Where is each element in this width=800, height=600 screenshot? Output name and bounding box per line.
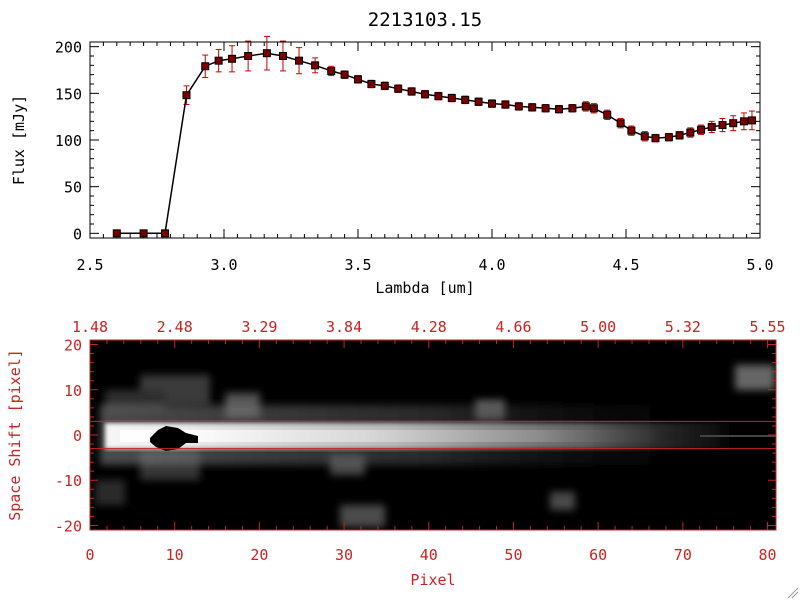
pixel-tick-label: 60	[589, 546, 607, 564]
data-point	[555, 105, 563, 114]
y-tick-label: 50	[64, 179, 82, 197]
data-point	[295, 56, 304, 65]
shift-tick-label: -10	[55, 472, 82, 490]
data-point	[541, 104, 550, 113]
shift-tick-label: 10	[64, 382, 82, 400]
data-point	[262, 49, 271, 58]
data-point	[447, 94, 456, 102]
data-point	[214, 56, 223, 65]
chart-title: 2213103.15	[368, 9, 482, 31]
spectrum-plot-frame	[89, 41, 761, 239]
data-point	[394, 84, 403, 93]
data-point	[739, 117, 748, 126]
spectrum-plot-area: 2.5 3.0 3.5 4.0 4.5 5.0 0 50 100 150 200	[55, 35, 774, 274]
wavelength-tick-label: 1.48	[72, 318, 108, 336]
data-point	[488, 99, 496, 108]
wavelength-tick-label: 3.29	[241, 318, 277, 336]
shift-tick-label: 0	[73, 427, 82, 445]
shift-tick-label: -20	[55, 517, 82, 535]
data-point	[367, 80, 376, 88]
data-point	[514, 102, 523, 111]
pixel-tick-label: 30	[335, 546, 353, 564]
space-shift-axis-label: Space Shift [pixel]	[6, 349, 24, 521]
wavelength-tick-label: 4.66	[495, 318, 531, 336]
space-shift-axis-ticks: 20 10 0 -10 -20	[55, 337, 776, 535]
resize-grip-icon[interactable]	[787, 587, 799, 599]
wavelength-tick-label: 2.48	[157, 318, 193, 336]
data-point	[244, 52, 253, 60]
data-point	[568, 104, 577, 113]
data-point	[581, 102, 590, 111]
extraction-band	[90, 420, 776, 450]
y-tick-label: 200	[55, 39, 82, 57]
data-point	[528, 103, 537, 112]
wavelength-tick-label: 4.28	[411, 318, 447, 336]
data-point	[201, 62, 210, 71]
x-tick-label: 5.0	[746, 256, 773, 274]
data-point	[278, 52, 287, 60]
data-point	[729, 119, 738, 128]
data-point	[340, 70, 349, 79]
data-point	[354, 75, 362, 84]
data-point	[380, 81, 389, 90]
data-point	[747, 116, 756, 125]
data-point	[640, 132, 649, 141]
data-point	[603, 110, 612, 119]
data-point	[589, 104, 598, 113]
data-point	[461, 95, 470, 104]
wavelength-tick-label: 3.84	[326, 318, 362, 336]
y-tick-label: 0	[73, 225, 82, 243]
data-point	[311, 61, 320, 70]
flux-line	[116, 52, 753, 235]
wavelength-tick-label: 5.55	[749, 318, 785, 336]
y-tick-label: 100	[55, 132, 82, 150]
x-tick-label: 4.5	[612, 256, 639, 274]
x-axis-label: Lambda [um]	[375, 279, 474, 297]
x-axis-ticks: 2.5 3.0 3.5 4.0 4.5 5.0	[76, 42, 774, 274]
data-point	[228, 54, 237, 63]
data-point	[664, 133, 673, 142]
x-tick-label: 4.0	[478, 256, 505, 274]
y-axis-ticks: 0 50 100 150 200	[55, 39, 760, 243]
data-point	[707, 122, 716, 131]
wavelength-tick-label: 5.32	[665, 318, 701, 336]
pixel-axis-label: Pixel	[410, 571, 455, 589]
pixel-tick-label: 20	[250, 546, 268, 564]
data-point	[616, 119, 625, 128]
data-point	[421, 90, 429, 99]
pixel-tick-label: 10	[166, 546, 184, 564]
data-point	[627, 126, 636, 135]
wavelength-top-axis-ticks: 1.48 2.48 3.29 3.84 4.28 4.66 5.00 5.32 5.55	[72, 318, 786, 348]
y-axis-label: Flux [mJy]	[10, 95, 28, 185]
data-point	[686, 128, 695, 137]
flux-series	[112, 35, 756, 238]
data-point	[651, 134, 660, 143]
pixel-tick-label: 80	[758, 546, 776, 564]
spectrum-image	[90, 340, 776, 530]
data-point	[161, 229, 170, 238]
data-point	[718, 121, 727, 130]
x-tick-label: 3.0	[210, 256, 237, 274]
data-point	[327, 66, 336, 75]
data-point	[407, 87, 416, 96]
y-tick-label: 150	[55, 85, 82, 103]
pixel-tick-label: 40	[420, 546, 438, 564]
x-tick-label: 3.5	[344, 256, 371, 274]
pixel-tick-label: 0	[85, 546, 94, 564]
wavelength-tick-label: 5.00	[580, 318, 616, 336]
data-point	[474, 97, 483, 106]
shift-tick-label: 20	[64, 337, 82, 355]
data-point	[434, 92, 443, 101]
x-tick-label: 2.5	[76, 256, 103, 274]
pixel-tick-label: 50	[504, 546, 522, 564]
data-point	[697, 125, 706, 134]
pixel-tick-label: 70	[674, 546, 692, 564]
data-point	[182, 91, 191, 100]
data-point	[675, 131, 684, 140]
data-point	[501, 100, 510, 109]
pixel-axis-ticks: 0 10 20 30 40 50 60 70 80	[85, 522, 777, 564]
saturated-core	[150, 426, 198, 451]
